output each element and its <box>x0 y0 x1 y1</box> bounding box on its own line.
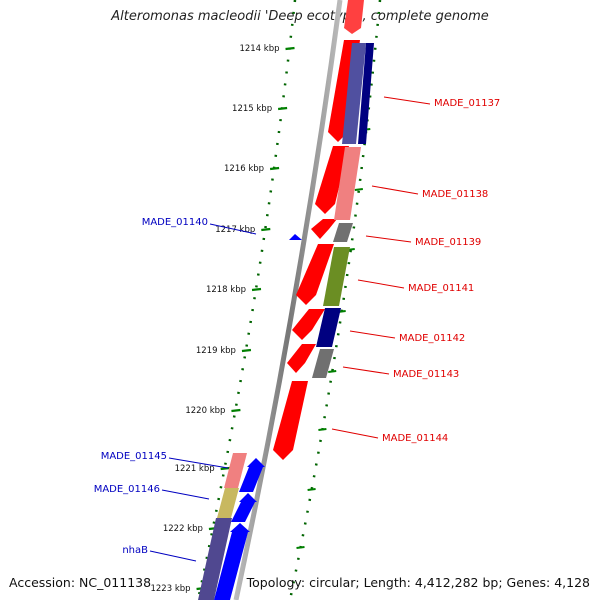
gene-label-left[interactable]: MADE_01140 <box>142 217 208 228</box>
gene-label-leader <box>149 550 197 562</box>
scale-tick-label: 1215 kbp <box>232 104 272 114</box>
outer-tick-mark <box>307 488 316 491</box>
scale-tick-label: 1221 kbp <box>175 464 215 474</box>
gene-features <box>198 0 374 600</box>
scale-tick-mark <box>251 287 262 292</box>
gene-label-right[interactable]: MADE_01141 <box>408 283 474 294</box>
cog-band-made-01137-edge[interactable] <box>358 43 374 144</box>
gene-label-leader <box>349 330 396 339</box>
inner-dotted-ring <box>196 0 297 600</box>
gene-label-leader <box>365 235 412 243</box>
scale-tick-label: 1220 kbp <box>185 406 225 416</box>
cog-band-made-01139[interactable] <box>333 223 353 242</box>
gene-label-leader <box>168 457 229 469</box>
gene-label-right[interactable]: MADE_01142 <box>399 333 465 344</box>
gene-label-leader <box>357 279 405 289</box>
outer-tick-mark <box>354 188 363 191</box>
cog-band-made-01145[interactable] <box>224 453 247 488</box>
gene-label-leader <box>383 96 431 105</box>
scale-tick-mark <box>261 227 271 232</box>
scale-tick-label: 1216 kbp <box>224 164 264 174</box>
gene-label-leader <box>331 428 379 439</box>
gene-label-right[interactable]: MADE_01143 <box>393 369 459 380</box>
cog-band-made-01143[interactable] <box>312 349 334 378</box>
gene-arrow-made-01138[interactable] <box>315 146 349 214</box>
gene-arrow-made-01141[interactable] <box>296 244 334 305</box>
gene-arrow-made-01145[interactable] <box>239 458 265 492</box>
scale-tick-label: 1218 kbp <box>206 285 246 295</box>
cog-band-made-01142[interactable] <box>316 308 341 347</box>
scale-tick-label: 1214 kbp <box>239 44 279 54</box>
outer-tick-mark <box>296 546 305 549</box>
accession-text: Accession: NC_011138 <box>9 575 152 590</box>
gene-arrow-made-01139[interactable] <box>311 219 337 239</box>
gene-label-right[interactable]: MADE_01138 <box>422 189 488 200</box>
gene-label-leader <box>209 223 257 235</box>
cog-band-nhab[interactable] <box>198 518 232 600</box>
gene-arrow-made-01144[interactable] <box>273 381 308 460</box>
gene-arrow-made-01142[interactable] <box>292 309 325 340</box>
outer-dotted-ring <box>288 0 382 600</box>
topology-summary: Topology: circular; Length: 4,412,282 bp… <box>246 575 590 590</box>
gene-label-left[interactable]: nhaB <box>122 545 148 556</box>
scale-tick-mark <box>231 408 241 413</box>
gene-label-leader <box>371 185 419 195</box>
cog-band-made-01141[interactable] <box>323 247 350 306</box>
scale-tick-mark <box>220 466 230 471</box>
gene-label-left[interactable]: MADE_01146 <box>94 484 160 495</box>
gene-arrow-made-01143[interactable] <box>287 344 316 373</box>
gene-label-right[interactable]: MADE_01139 <box>415 237 481 248</box>
scale-tick-label: 1219 kbp <box>196 346 236 356</box>
scale-tick-label: 1222 kbp <box>163 524 203 534</box>
gene-labels: MADE_01137 MADE_01138 MADE_01139 MADE_01141… <box>94 96 500 562</box>
scale-tick-mark <box>241 348 252 353</box>
gene-arrow-nhab[interactable] <box>214 523 250 600</box>
scale-tick-label: 1223 kbp <box>150 584 190 594</box>
map-title: Alteromonas macleodii 'Deep ecotype', co… <box>111 9 489 24</box>
scale-tick-mark <box>277 106 288 111</box>
outer-tick-mark <box>328 370 337 373</box>
gene-arrow-made-01140[interactable] <box>289 234 302 240</box>
cog-band-made-01137[interactable] <box>342 43 366 144</box>
outer-tick-mark <box>318 428 327 431</box>
gene-label-right[interactable]: MADE_01144 <box>382 433 448 444</box>
gene-arrow-top-partial[interactable] <box>344 0 364 34</box>
gene-label-left[interactable]: MADE_01145 <box>101 451 167 462</box>
gene-arrow-made-01146[interactable] <box>231 493 257 522</box>
gene-label-leader <box>161 489 210 500</box>
gene-label-right[interactable]: MADE_01137 <box>434 98 500 109</box>
cog-band-made-01146[interactable] <box>217 488 239 518</box>
scale-tick-mark <box>269 166 280 171</box>
cog-band-made-01138[interactable] <box>334 147 361 220</box>
genome-backbone <box>233 0 343 600</box>
gene-label-leader <box>342 366 390 375</box>
scale-tick-mark <box>285 46 295 51</box>
